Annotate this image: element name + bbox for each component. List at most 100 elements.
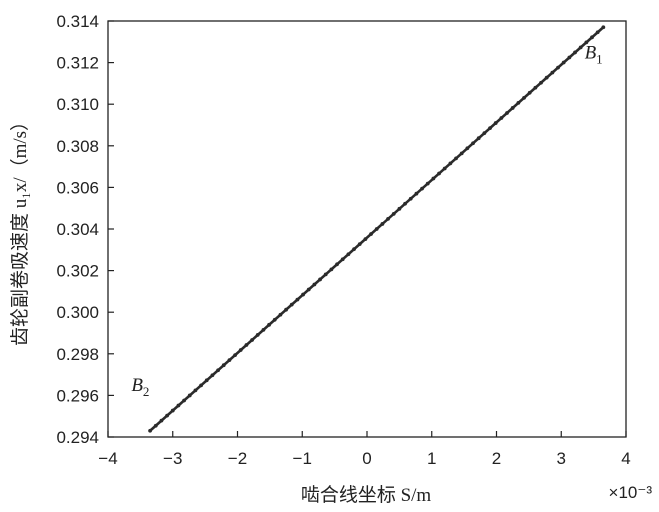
series-point (176, 403, 181, 408)
series-point (238, 348, 243, 352)
series-point (221, 363, 226, 368)
series-point (414, 191, 419, 196)
y-tick-label: 0.294 (56, 428, 99, 447)
series-point (250, 338, 254, 342)
series-point (431, 176, 436, 181)
series-point (323, 272, 328, 277)
series-point (159, 418, 164, 423)
series-point (539, 80, 543, 85)
series-point (403, 201, 407, 206)
series-point (165, 413, 169, 418)
series-point (522, 95, 526, 100)
x-axis-ticks: −4 −3 −2 −1 0 1 2 3 4 (98, 431, 631, 468)
series-point (386, 217, 390, 221)
series-point (289, 302, 294, 307)
series-point (284, 307, 288, 312)
series-point (442, 166, 447, 171)
series-point (153, 423, 158, 428)
series-point (182, 398, 186, 403)
series-point (584, 40, 589, 45)
series-point (556, 65, 560, 70)
point-label: B2 (131, 375, 149, 399)
series-point (476, 136, 481, 141)
series-point (482, 131, 487, 136)
x-tick-label: −1 (293, 449, 312, 468)
x-tick-label: 0 (362, 449, 371, 468)
series-point (329, 267, 334, 272)
series-point (527, 90, 532, 95)
series-point (216, 368, 220, 373)
series-point (578, 45, 583, 50)
series-point (454, 156, 458, 161)
series-point (425, 181, 430, 186)
series-point (459, 151, 464, 156)
series-point (471, 141, 475, 146)
series-point (233, 353, 237, 357)
series-point (397, 206, 402, 211)
series-point (437, 171, 441, 176)
series-point (408, 196, 413, 201)
y-tick-label: 0.312 (56, 54, 99, 73)
y-tick-label: 0.304 (56, 220, 99, 239)
series-point (516, 101, 521, 105)
series-point (573, 50, 577, 55)
series-point (601, 25, 606, 30)
y-tick-label: 0.302 (56, 262, 99, 281)
series-point (261, 327, 266, 332)
series-point (505, 111, 509, 115)
series-point (561, 60, 566, 65)
x-tick-label: 4 (621, 449, 630, 468)
y-tick-label: 0.314 (56, 12, 99, 31)
series-point (493, 121, 498, 125)
series-point (465, 146, 470, 151)
series-point (210, 373, 215, 378)
series-point (595, 30, 600, 35)
series-point (420, 186, 424, 191)
series-point (204, 378, 209, 383)
series-point (272, 317, 277, 322)
point-label: B1 (585, 42, 603, 66)
series-point (255, 333, 260, 337)
series-point (199, 383, 203, 388)
y-tick-label: 0.308 (56, 137, 99, 156)
series-layer (148, 25, 606, 433)
x-tick-label: 2 (492, 449, 501, 468)
series-point (363, 237, 368, 241)
y-tick-label: 0.298 (56, 345, 99, 364)
x-tick-label: −2 (228, 449, 247, 468)
series-point (148, 428, 152, 433)
y-tick-label: 0.296 (56, 386, 99, 405)
y-axis-title: 齿轮副卷吸速度 u₁x/（m/s） (9, 112, 31, 346)
y-axis-ticks: 0.294 0.296 0.298 0.300 0.302 0.304 0.306 0.308… (56, 12, 114, 447)
y-tick-label: 0.310 (56, 95, 99, 114)
x-tick-label: −3 (163, 449, 182, 468)
x-axis-multiplier: ×10⁻³ (609, 483, 653, 502)
series-point (301, 292, 305, 297)
series-point (340, 257, 345, 262)
series-point (352, 247, 356, 252)
series-point (510, 106, 515, 110)
series-point (357, 242, 362, 247)
series-point (374, 227, 379, 231)
x-tick-label: −4 (98, 449, 117, 468)
series-point (567, 55, 572, 60)
series-point (193, 388, 198, 393)
series-point (448, 161, 453, 166)
series-point (187, 393, 192, 398)
series-point (488, 126, 492, 131)
series-point (295, 297, 300, 302)
series-point (312, 282, 317, 287)
series-point (306, 287, 311, 292)
series-point (550, 70, 555, 75)
series-point (369, 232, 373, 236)
series-point (346, 252, 351, 257)
series-point (170, 408, 175, 413)
series-point (380, 222, 385, 226)
y-tick-label: 0.300 (56, 303, 99, 322)
x-axis-title: 啮合线坐标 S/m (301, 484, 432, 506)
series-point (391, 211, 396, 216)
series-point (227, 358, 232, 363)
series-point (533, 85, 538, 90)
series-point (335, 262, 339, 267)
